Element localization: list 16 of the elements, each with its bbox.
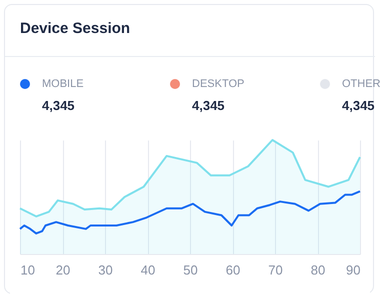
x-tick-label: 60 xyxy=(226,262,240,278)
x-tick-label: 30 xyxy=(98,262,113,278)
x-tick-label: 50 xyxy=(183,262,198,278)
x-tick-label: 20 xyxy=(56,262,70,278)
chart-title: Device Session xyxy=(20,20,130,37)
legend-label: DESKTOP xyxy=(192,78,244,90)
x-tick-label: 90 xyxy=(346,262,360,278)
x-tick-label: 80 xyxy=(310,262,326,278)
x-tick-label: 40 xyxy=(140,262,156,278)
text: 4,345 xyxy=(342,98,376,113)
x-tick-label: 10 xyxy=(20,262,35,278)
legend-label: MOBILE xyxy=(42,78,84,90)
text: 4,345 xyxy=(192,98,226,113)
legend-label: OTHER xyxy=(342,78,380,90)
text: 4,345 xyxy=(42,98,76,113)
x-tick-label: 70 xyxy=(268,262,283,278)
